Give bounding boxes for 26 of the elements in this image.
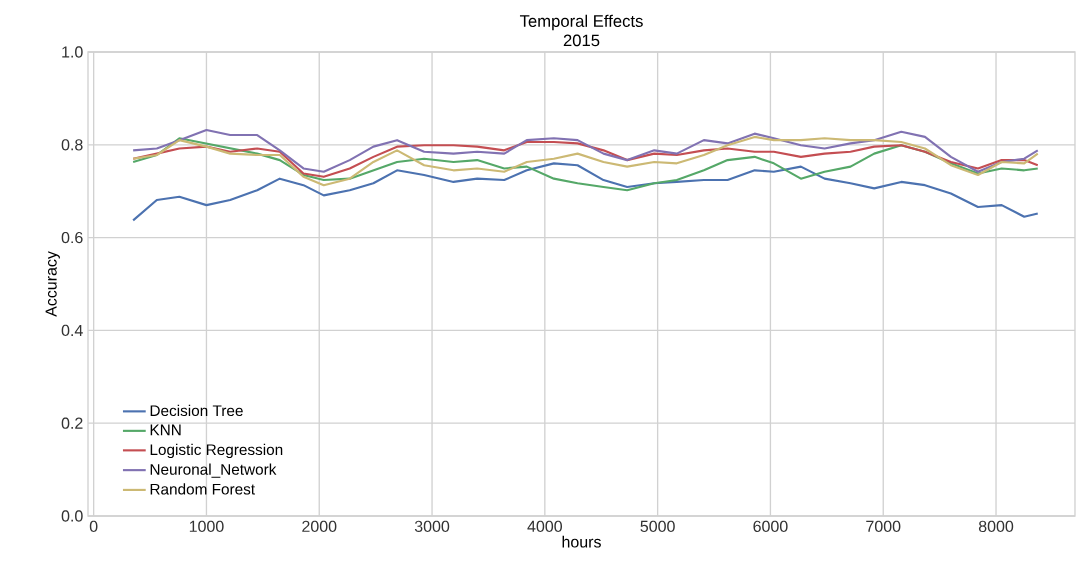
x-tick-label: 7000 xyxy=(866,520,901,533)
legend-label: Decision Tree xyxy=(150,404,243,417)
chart-subtitle: 2015 xyxy=(563,34,600,47)
y-tick-label: 0.6 xyxy=(61,231,83,244)
legend-label: Neuronal_Network xyxy=(150,463,277,478)
line-series xyxy=(132,128,1039,173)
x-axis-title: hours xyxy=(562,535,601,548)
y-tick-label: 0.2 xyxy=(61,417,83,429)
y-tick-label: 0.0 xyxy=(61,510,83,522)
x-tick-label: 0 xyxy=(89,520,98,533)
x-tick-label: 8000 xyxy=(978,520,1014,533)
x-tick-label: 2000 xyxy=(302,520,337,533)
y-tick-label: 0.8 xyxy=(61,139,83,151)
x-tick-label: 6000 xyxy=(753,520,788,533)
y-tick-label: 0.4 xyxy=(61,324,83,337)
line-series xyxy=(132,162,1039,222)
x-tick-label: 5000 xyxy=(640,520,675,533)
x-tick-label: 3000 xyxy=(414,520,450,533)
y-axis-title: Accuracy xyxy=(45,251,60,317)
chart-title: Temporal Effects xyxy=(519,14,643,31)
legend-label: KNN xyxy=(150,424,181,436)
x-tick-label: 4000 xyxy=(527,520,563,533)
y-tick-label: 1.0 xyxy=(62,46,83,58)
legend-label: Logistic Regression xyxy=(150,443,283,459)
x-tick-label: 1000 xyxy=(189,520,224,533)
legend-label: Random Forest xyxy=(150,483,255,495)
